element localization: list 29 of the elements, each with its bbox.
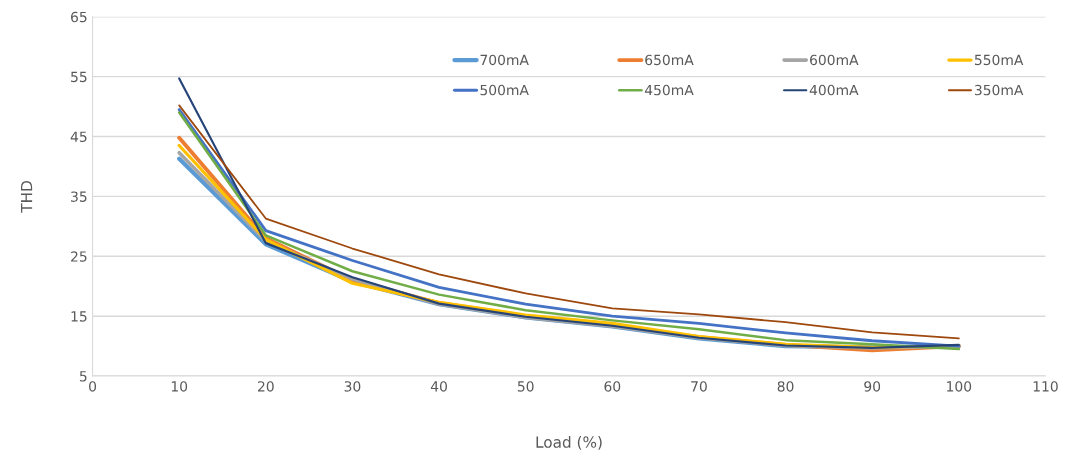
x-tick-label: 60 [604,381,621,392]
legend-label: 650mA [645,54,694,66]
legend-label: 700mA [480,54,529,66]
x-tick-label: 100 [947,381,972,392]
y-tick-label: 25 [71,251,87,262]
legend-label: 450mA [644,84,694,96]
x-tick-label: 110 [1033,381,1058,392]
x-tick-label: 90 [864,381,881,392]
x-tick-label: 20 [258,381,274,392]
legend-label: 350mA [974,84,1024,96]
legend-label: 500mA [480,84,529,96]
x-tick-label: 80 [777,381,794,392]
y-tick-label: 65 [71,11,87,23]
x-tick-label: 10 [171,381,188,392]
y-tick-label: 45 [70,131,87,143]
x-tick-label: 0 [89,381,97,392]
legend-label: 550mA [974,54,1024,66]
legend-label: 400mA [809,84,859,96]
x-axis-title: Load (%) [536,436,602,450]
y-axis-title: THD [20,181,33,213]
y-tick-label: 15 [71,311,87,322]
x-tick-label: 50 [517,381,534,392]
y-tick-label: 5 [79,371,87,382]
x-tick-label: 30 [344,381,361,392]
y-tick-label: 55 [71,71,87,83]
x-tick-label: 40 [430,381,447,392]
y-tick-label: 35 [71,191,87,202]
legend-label: 600mA [810,54,859,66]
x-tick-label: 70 [691,381,707,392]
